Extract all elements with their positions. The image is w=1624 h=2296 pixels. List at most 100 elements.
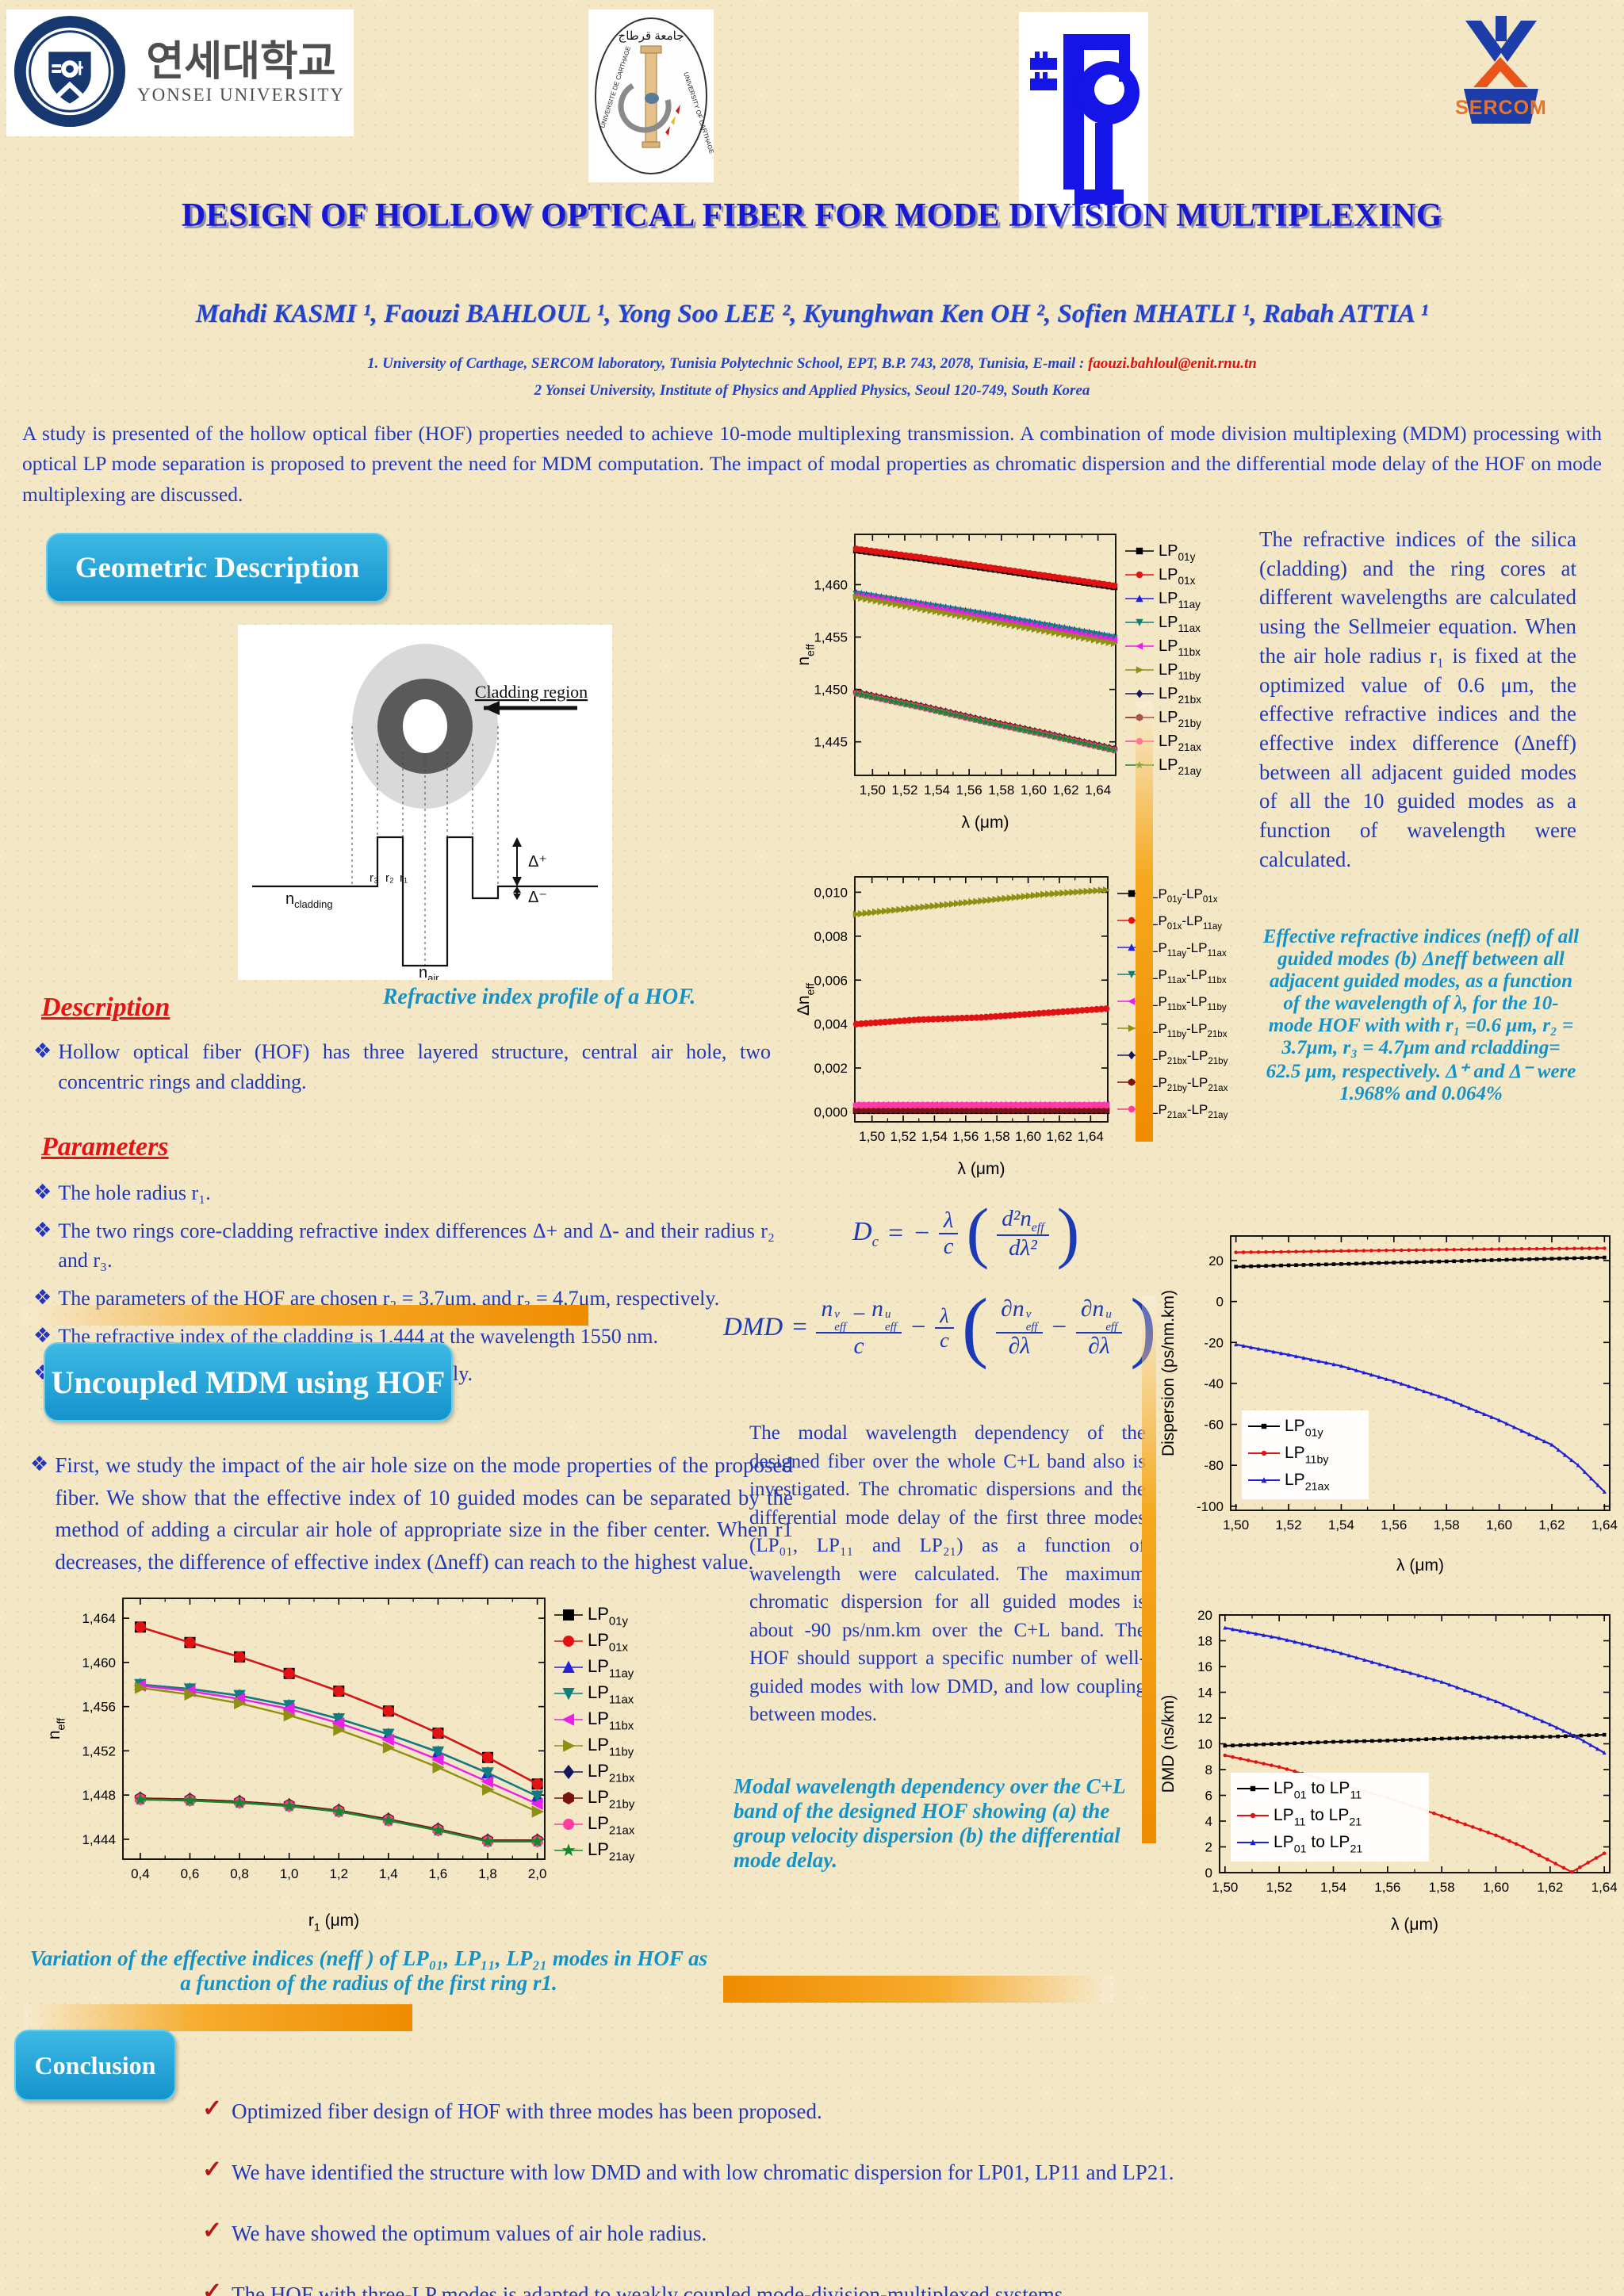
section-mdm-label: Uncoupled MDM using HOF: [51, 1364, 446, 1400]
svg-text:1,56: 1,56: [1381, 1517, 1407, 1533]
svg-text:1,52: 1,52: [1275, 1517, 1301, 1533]
svg-text:1,58: 1,58: [984, 1129, 1010, 1144]
svg-text:LP11ax-LP11bx: LP11ax-LP11bx: [1151, 967, 1227, 985]
modal-dependency-caption: Modal wavelength dependency over the C+L…: [733, 1774, 1125, 1872]
checkmark-icon: ✓: [202, 2095, 223, 2122]
svg-text:1,52: 1,52: [1266, 1880, 1293, 1895]
svg-text:LP11by: LP11by: [1159, 661, 1201, 682]
delta-minus-label: Δ⁻: [528, 889, 547, 906]
diamond-bullet-icon: ❖: [33, 1181, 52, 1204]
svg-text:LP01x: LP01x: [588, 1630, 629, 1655]
svg-text:λ (μm): λ (μm): [962, 813, 1009, 832]
sercom-logo: SERCOM: [1419, 10, 1582, 135]
svg-text:1,445: 1,445: [814, 735, 848, 750]
svg-text:LP21by: LP21by: [1159, 709, 1201, 729]
svg-text:1,56: 1,56: [1374, 1880, 1400, 1895]
svg-text:LP21ax: LP21ax: [1159, 733, 1201, 753]
svg-text:LP11by-LP21bx: LP11by-LP21bx: [1151, 1021, 1228, 1039]
svg-text:LP11ay: LP11ay: [1159, 590, 1201, 610]
decorative-bar: [723, 1976, 1113, 2003]
svg-text:1,464: 1,464: [82, 1611, 116, 1626]
section-uncoupled-mdm: Uncoupled MDM using HOF: [44, 1342, 453, 1422]
svg-text:10: 10: [1197, 1737, 1212, 1752]
svg-text:0,8: 0,8: [230, 1866, 249, 1881]
svg-text:Δneff: Δneff: [795, 983, 817, 1016]
svg-text:LP01y: LP01y: [1159, 542, 1196, 563]
svg-text:1,58: 1,58: [988, 783, 1014, 798]
svg-text:LP11bx: LP11bx: [588, 1709, 634, 1733]
svg-text:0,6: 0,6: [181, 1866, 200, 1881]
svg-text:-80: -80: [1204, 1458, 1224, 1473]
svg-text:λ (μm): λ (μm): [1391, 1915, 1438, 1934]
yonsei-english-name: YONSEI UNIVERSITY: [136, 85, 346, 105]
svg-text:16: 16: [1197, 1659, 1212, 1674]
svg-text:4: 4: [1205, 1814, 1212, 1829]
svg-text:جامعة قرطاج: جامعة قرطاج: [619, 29, 684, 43]
svg-text:LP01 to LP11: LP01 to LP11: [1274, 1779, 1362, 1801]
sercom-glyph-icon: SERCOM: [1455, 16, 1547, 124]
yonsei-logo: 연세대학교 YONSEI UNIVERSITY: [6, 10, 354, 136]
svg-text:r₃: r₃: [370, 871, 378, 885]
svg-text:1,460: 1,460: [814, 577, 848, 592]
svg-text:1,54: 1,54: [924, 783, 950, 798]
right-paragraph: The refractive indices of the silica (cl…: [1259, 527, 1576, 871]
svg-text:1,8: 1,8: [478, 1866, 497, 1881]
diamond-bullet-icon: ❖: [33, 1323, 52, 1348]
svg-text:1,60: 1,60: [1015, 1129, 1041, 1144]
figure-caption: Refractive index profile of a HOF.: [382, 985, 696, 1009]
n-cladding-label: ncladding: [285, 890, 333, 910]
description-heading: Description: [41, 993, 170, 1022]
svg-text:1,4: 1,4: [379, 1866, 398, 1881]
svg-text:1,62: 1,62: [1537, 1880, 1563, 1895]
svg-text:-100: -100: [1197, 1499, 1224, 1514]
svg-text:LP11bx: LP11bx: [1159, 637, 1201, 658]
svg-text:LP11ax: LP11ax: [1159, 614, 1201, 634]
affiliation-1: 1. University of Carthage, SERCOM labora…: [367, 355, 1257, 372]
decorative-vbar: [1136, 702, 1153, 1142]
svg-text:1,64: 1,64: [1078, 1129, 1104, 1144]
yonsei-korean-name: 연세대학교: [146, 37, 336, 86]
svg-text:1,52: 1,52: [890, 1129, 916, 1144]
diamond-bullet-icon: ❖: [30, 1452, 49, 1476]
svg-text:1,54: 1,54: [1328, 1517, 1354, 1533]
poster-title: DESIGN OF HOLLOW OPTICAL FIBER FOR MODE …: [181, 197, 1443, 234]
svg-text:1,60: 1,60: [1483, 1880, 1509, 1895]
svg-text:1,460: 1,460: [82, 1655, 116, 1670]
svg-text:DMD (ns/km): DMD (ns/km): [1159, 1695, 1178, 1793]
email-link[interactable]: faouzi.bahloul@enit.rnu.tn: [1088, 355, 1257, 372]
svg-text:LP21by-LP21ax: LP21by-LP21ax: [1151, 1075, 1228, 1093]
svg-text:SERCOM: SERCOM: [1455, 97, 1547, 119]
decorative-bar: [22, 1305, 588, 1326]
svg-text:1,50: 1,50: [859, 1129, 885, 1144]
svg-text:LP11ax: LP11ax: [588, 1682, 634, 1707]
authors-line: Mahdi KASMI ¹, Faouzi BAHLOUL ¹, Yong So…: [195, 300, 1429, 328]
svg-text:r₁: r₁: [400, 871, 408, 885]
svg-text:1,452: 1,452: [82, 1743, 116, 1758]
svg-text:1,62: 1,62: [1052, 783, 1078, 798]
svg-text:14: 14: [1197, 1686, 1212, 1701]
fiber-profile-figure: Cladding region Δ⁺ Δ⁻ ncladding r₃ r₂ r₁…: [238, 625, 612, 984]
section-conclusion-label: Conclusion: [34, 2050, 156, 2080]
svg-text:20: 20: [1208, 1253, 1224, 1269]
yonsei-seal-icon: [11, 13, 128, 134]
svg-text:LP21by: LP21by: [588, 1787, 635, 1812]
svg-text:1,6: 1,6: [429, 1866, 448, 1881]
svg-text:LP21bx: LP21bx: [588, 1761, 635, 1785]
svg-text:2: 2: [1205, 1840, 1212, 1855]
svg-text:1,62: 1,62: [1538, 1517, 1565, 1533]
svg-text:0,004: 0,004: [814, 1017, 848, 1032]
svg-text:-60: -60: [1204, 1418, 1224, 1433]
svg-text:1,64: 1,64: [1085, 783, 1111, 798]
diamond-bullet-icon: ❖: [33, 1039, 52, 1063]
conclusion-item: The HOF with three-LP modes is adapted t…: [232, 2283, 1068, 2296]
decorative-bar: [24, 2004, 412, 2031]
cladding-region-label: Cladding region: [475, 682, 588, 702]
parameter-item: The two rings core-cladding refractive i…: [58, 1219, 775, 1272]
chart-neff-vs-r1: 0,4 0,6 0,8 1,0 1,2 1,4 1,6 1,8 2,0 1,444 1,448 1,4…: [44, 1586, 678, 1938]
description-bullet: ❖ Hollow optical fiber (HOF) has three la…: [33, 1037, 771, 1104]
svg-text:LP11 to LP21: LP11 to LP21: [1274, 1806, 1362, 1828]
svg-text:0,4: 0,4: [131, 1866, 150, 1881]
abstract-text: A study is presented of the hollow optic…: [22, 422, 1602, 506]
svg-text:LP11by: LP11by: [1285, 1444, 1329, 1466]
